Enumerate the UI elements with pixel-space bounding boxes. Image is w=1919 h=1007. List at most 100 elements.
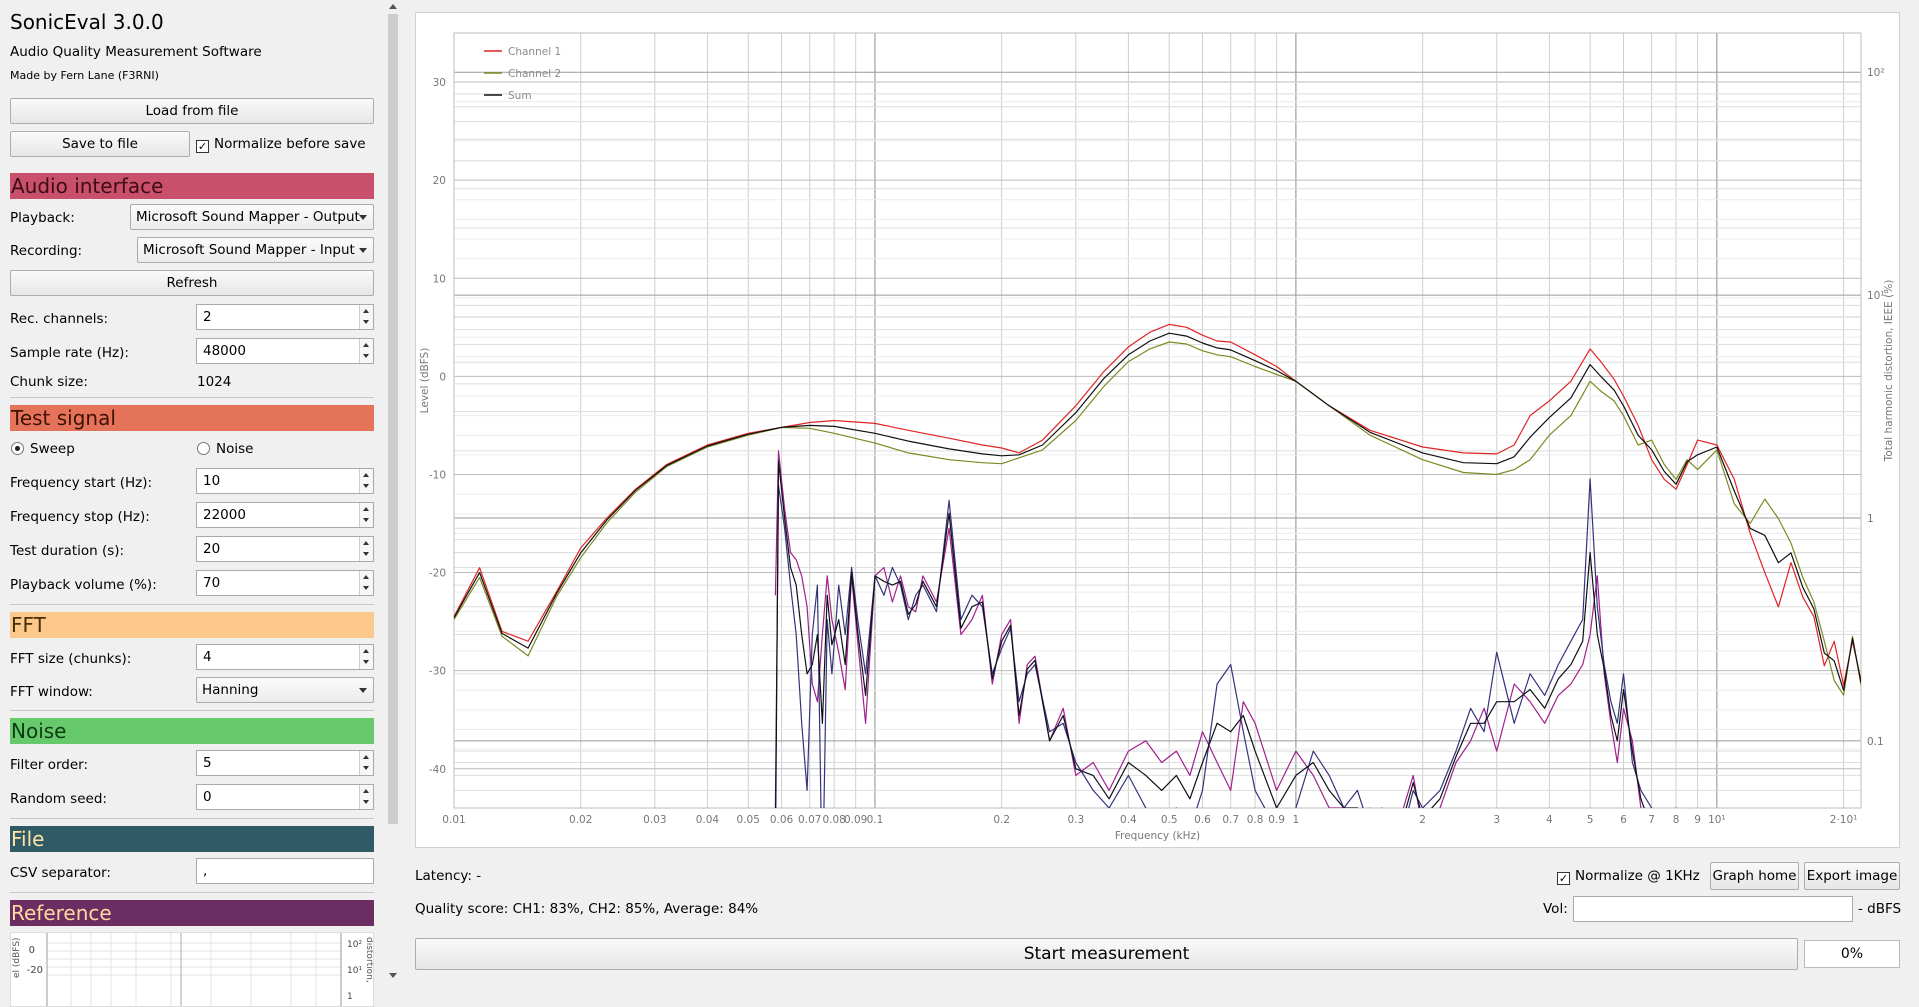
y-tick-label: -40 xyxy=(429,764,446,776)
filter-order-value: 5 xyxy=(203,755,212,771)
csv-separator-input[interactable]: , xyxy=(196,858,374,884)
sample-rate-spinbox[interactable]: 48000 xyxy=(196,338,374,364)
playback-device-select[interactable]: Microsoft Sound Mapper - Output xyxy=(130,204,374,230)
x-tick-label: 7 xyxy=(1648,814,1655,826)
chunk-size-value: 1024 xyxy=(197,374,232,390)
test-duration-value: 20 xyxy=(203,541,221,557)
x-tick-label: 0.9 xyxy=(1268,814,1285,826)
section-fft: FFT xyxy=(10,612,374,638)
fft-window-label: FFT window: xyxy=(10,684,93,700)
app-title: SonicEval 3.0.0 xyxy=(10,10,164,34)
vol-input[interactable] xyxy=(1573,896,1853,922)
spin-buttons[interactable] xyxy=(359,751,373,775)
export-image-button[interactable]: Export image xyxy=(1804,862,1900,890)
spin-buttons[interactable] xyxy=(359,503,373,527)
chevron-down-icon xyxy=(359,215,367,220)
frequency-start-label: Frequency start (Hz): xyxy=(10,475,153,491)
y-tick-label: -10 xyxy=(429,469,446,481)
spin-up-icon xyxy=(363,343,369,347)
save-to-file-button[interactable]: Save to file xyxy=(10,131,190,157)
y-tick-label: 30 xyxy=(433,77,446,89)
chart-series xyxy=(454,323,1861,808)
x-axis-ticks: 0.01 0.02 0.03 0.04 0.05 0.06 0.07 0.080.09 0.1 0… xyxy=(442,814,1857,826)
fft-window-select[interactable]: Hanning xyxy=(196,677,374,703)
recording-device-select[interactable]: Microsoft Sound Mapper - Input xyxy=(137,237,374,263)
checkmark-icon: ✓ xyxy=(196,140,209,153)
mini-ylabel: el (dBFS) xyxy=(12,937,22,978)
x-tick-label: 0.07 xyxy=(798,814,821,826)
spin-buttons[interactable] xyxy=(359,785,373,809)
playback-volume-value: 70 xyxy=(203,575,221,591)
x-tick-label: 2 xyxy=(1419,814,1426,826)
checkmark-icon: ✓ xyxy=(1557,872,1570,885)
random-seed-value: 0 xyxy=(203,789,212,805)
spin-down-icon xyxy=(363,484,369,488)
x-tick-label: 0.6 xyxy=(1194,814,1211,826)
start-measurement-button[interactable]: Start measurement xyxy=(415,938,1798,970)
spin-buttons[interactable] xyxy=(359,339,373,363)
plot-border xyxy=(453,32,1862,809)
rec-channels-spinbox[interactable]: 2 xyxy=(196,304,374,330)
y2-tick-label: 0.1 xyxy=(1867,736,1884,748)
spin-up-icon xyxy=(363,541,369,545)
refresh-button[interactable]: Refresh xyxy=(10,270,374,296)
playback-device-value: Microsoft Sound Mapper - Output xyxy=(136,209,360,225)
sweep-radio[interactable]: Sweep xyxy=(11,441,75,457)
test-duration-label: Test duration (s): xyxy=(10,543,125,559)
x-tick-label: 0.02 xyxy=(569,814,592,826)
x-tick-label: 0.05 xyxy=(737,814,760,826)
spin-buttons[interactable] xyxy=(359,537,373,561)
y2-tick-label: 1 xyxy=(1867,513,1874,525)
frequency-stop-label: Frequency stop (Hz): xyxy=(10,509,150,525)
frequency-start-spinbox[interactable]: 10 xyxy=(196,468,374,494)
x-tick-label: 0.1 xyxy=(867,814,884,826)
playback-label: Playback: xyxy=(10,210,75,226)
sample-rate-value: 48000 xyxy=(203,343,246,359)
legend-label: Channel 1 xyxy=(508,46,561,58)
test-duration-spinbox[interactable]: 20 xyxy=(196,536,374,562)
noise-radio[interactable]: Noise xyxy=(197,441,253,457)
mini-rtick-2: 1 xyxy=(347,992,353,1002)
section-file: File xyxy=(10,826,374,852)
y-tick-label: -30 xyxy=(429,666,446,678)
filter-order-label: Filter order: xyxy=(10,757,89,773)
legend-label: Channel 2 xyxy=(508,68,561,80)
y2-axis-label: Total harmonic distortion, IEEE (%) xyxy=(1883,280,1895,463)
playback-volume-spinbox[interactable]: 70 xyxy=(196,570,374,596)
sidebar-scrollbar[interactable] xyxy=(386,0,400,985)
frequency-response-chart[interactable]: 30 20 10 0 -10 -20 -30 -40 10² 10¹ 1 0.1 0.01 0.02 0… xyxy=(415,12,1900,848)
spin-buttons[interactable] xyxy=(359,645,373,669)
scrollbar-thumb[interactable] xyxy=(388,14,398,824)
x-tick-label: 9 xyxy=(1694,814,1701,826)
section-test-signal: Test signal xyxy=(10,405,374,431)
x-tick-label: 2·10¹ xyxy=(1830,814,1858,826)
legend-label: Sum xyxy=(508,90,532,102)
load-from-file-button[interactable]: Load from file xyxy=(10,98,374,124)
frequency-stop-spinbox[interactable]: 22000 xyxy=(196,502,374,528)
filter-order-spinbox[interactable]: 5 xyxy=(196,750,374,776)
y-axis-label: Level (dBFS) xyxy=(419,348,431,414)
spin-up-icon xyxy=(363,507,369,511)
spin-buttons[interactable] xyxy=(359,571,373,595)
x-tick-label: 0.09 xyxy=(844,814,867,826)
divider xyxy=(10,397,374,398)
dbfs-unit-label: - dBFS xyxy=(1858,901,1902,917)
random-seed-spinbox[interactable]: 0 xyxy=(196,784,374,810)
normalize-1khz-checkbox[interactable]: ✓ Normalize @ 1KHz xyxy=(1557,868,1700,885)
scroll-down-icon[interactable] xyxy=(389,973,397,978)
normalize-before-save-label: Normalize before save xyxy=(214,136,366,152)
spin-down-icon xyxy=(363,800,369,804)
graph-home-button[interactable]: Graph home xyxy=(1710,862,1799,890)
normalize-before-save-checkbox[interactable]: ✓ Normalize before save xyxy=(196,136,366,153)
spin-buttons[interactable] xyxy=(359,469,373,493)
x-tick-label: 0.5 xyxy=(1161,814,1178,826)
radio-selected-icon xyxy=(11,442,24,455)
spin-buttons[interactable] xyxy=(359,305,373,329)
fft-size-spinbox[interactable]: 4 xyxy=(196,644,374,670)
section-noise: Noise xyxy=(10,718,374,744)
scroll-up-icon[interactable] xyxy=(389,4,397,9)
app-author: Made by Fern Lane (F3RNI) xyxy=(10,69,159,82)
x-tick-label: 0.2 xyxy=(993,814,1010,826)
y2-tick-label: 10² xyxy=(1867,67,1885,79)
